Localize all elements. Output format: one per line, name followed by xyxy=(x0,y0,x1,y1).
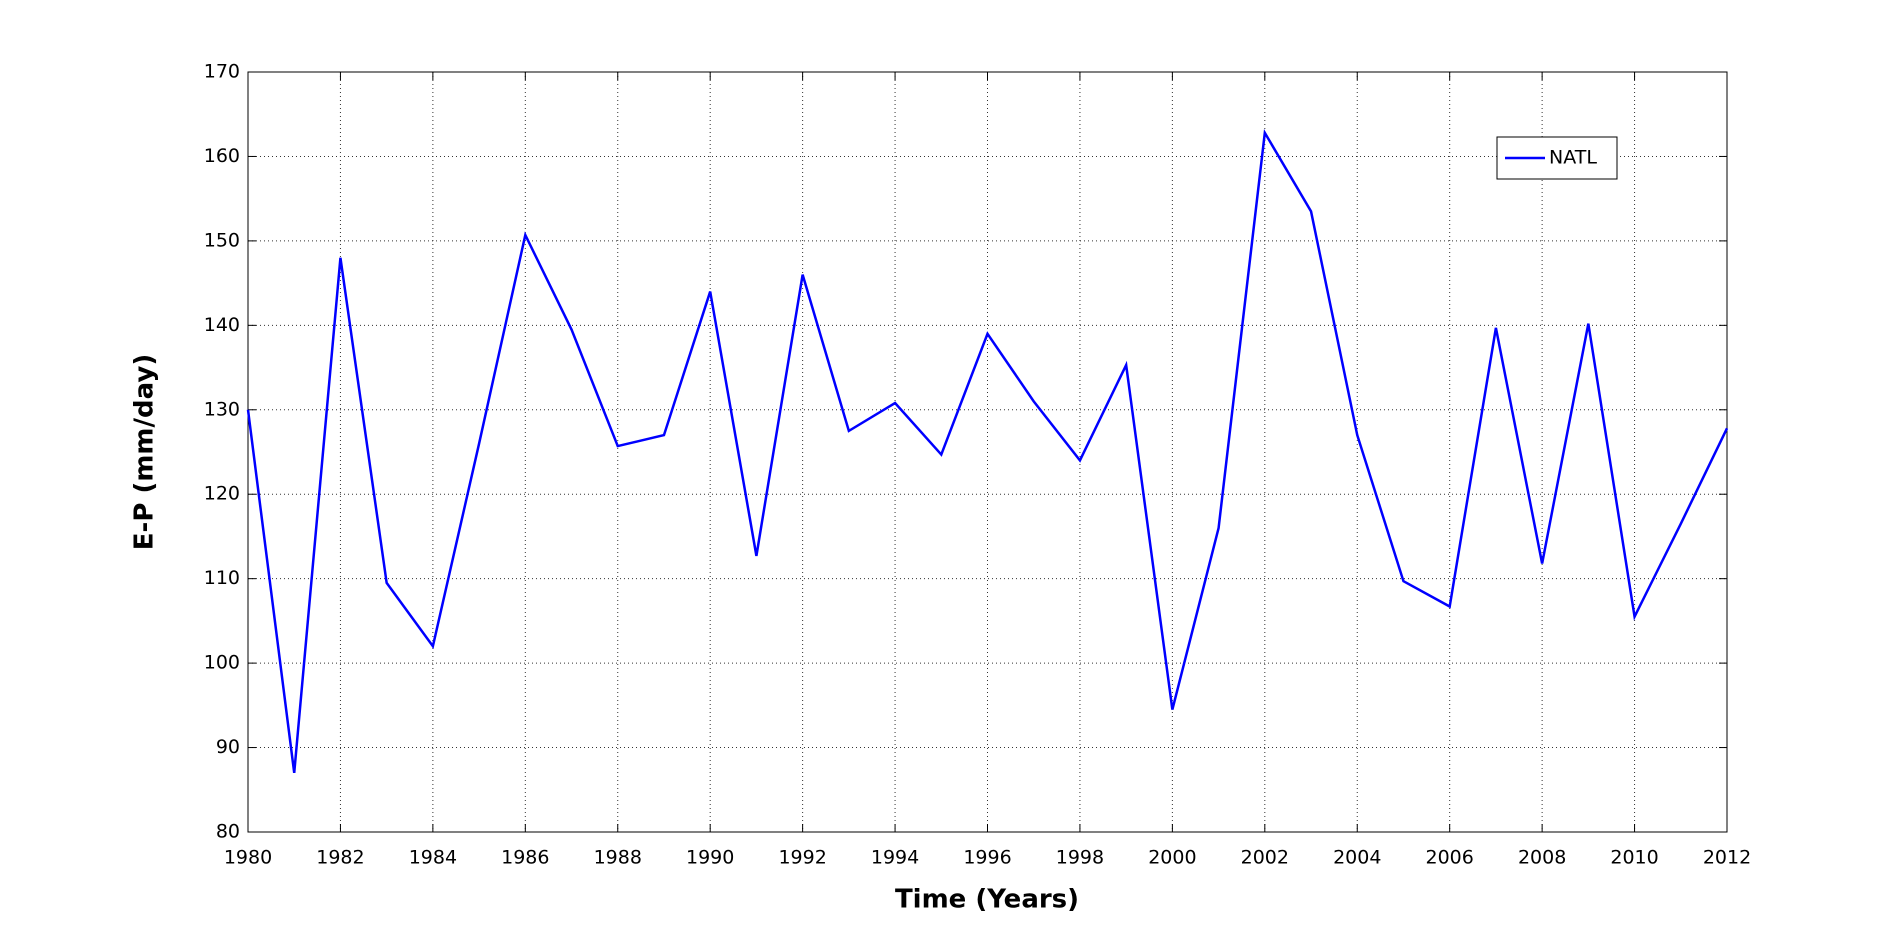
y-tick-label: 170 xyxy=(204,61,240,83)
x-tick-label: 2000 xyxy=(1148,847,1196,869)
x-tick-label: 1988 xyxy=(594,847,642,869)
data-line xyxy=(246,128,1729,774)
x-tick-label: 1994 xyxy=(871,847,919,869)
x-tick-label: 2004 xyxy=(1333,847,1381,869)
y-tick-label: 90 xyxy=(216,736,240,758)
x-tick-label: 1984 xyxy=(409,847,457,869)
y-tick-label: 100 xyxy=(204,652,240,674)
x-tick-label: 2006 xyxy=(1426,847,1474,869)
x-tick-label: 2012 xyxy=(1703,847,1751,869)
y-tick-label: 110 xyxy=(204,567,240,589)
y-tick-label: 80 xyxy=(216,821,240,843)
x-tick-label: 1980 xyxy=(224,847,272,869)
y-tick-label: 140 xyxy=(204,314,240,336)
y-tick-label: 150 xyxy=(204,229,240,251)
x-tick-label: 2010 xyxy=(1610,847,1658,869)
x-tick-label: 1992 xyxy=(778,847,826,869)
x-tick-label: 1990 xyxy=(686,847,734,869)
x-tick-label: 2002 xyxy=(1241,847,1289,869)
x-axis-label: Time (Years) xyxy=(895,885,1079,915)
y-tick-label: 120 xyxy=(204,483,240,505)
plot-frame xyxy=(247,71,1728,833)
x-tick-label: 1982 xyxy=(316,847,364,869)
y-tick-label: 160 xyxy=(204,145,240,167)
legend-label: NATL xyxy=(1549,147,1597,169)
x-tick-label: 1986 xyxy=(501,847,549,869)
x-tick-label: 1998 xyxy=(1056,847,1104,869)
x-tick-label: 1996 xyxy=(963,847,1011,869)
x-tick-label: 2008 xyxy=(1518,847,1566,869)
y-axis-label: E-P (mm/day) xyxy=(130,354,160,550)
y-tick-label: 130 xyxy=(204,398,240,420)
